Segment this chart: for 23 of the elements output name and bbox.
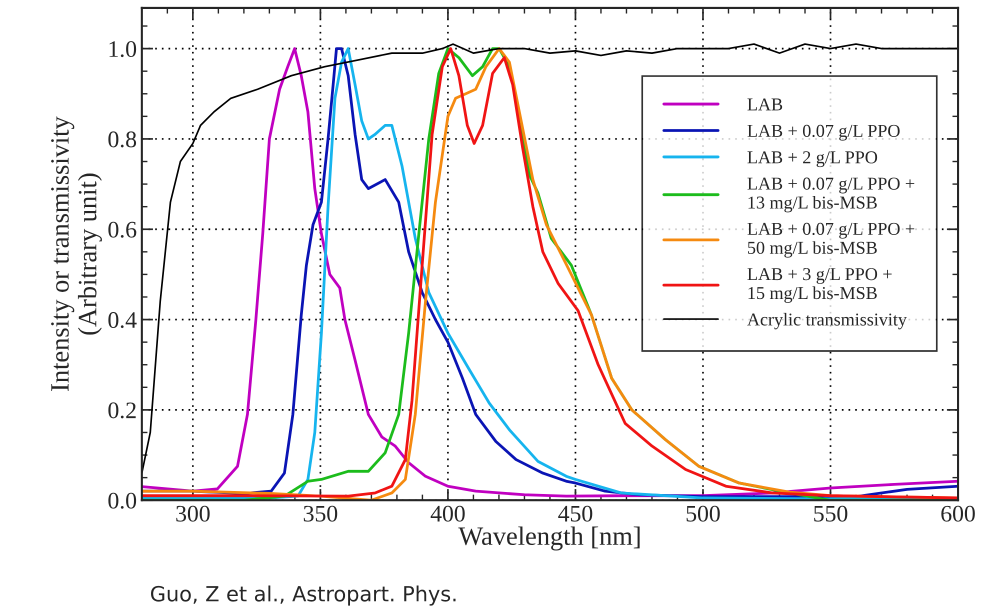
legend-label: LAB + 0.07 g/L PPO + 13 mg/L bis-MSB bbox=[747, 178, 914, 212]
x-tick-label: 550 bbox=[814, 506, 848, 522]
x-axis-title: Wavelength [nm] bbox=[458, 526, 640, 550]
y-axis-title: Intensity or transmissivity (Arbitrary unit) bbox=[51, 116, 102, 391]
legend-label: Acrylic transmissivity bbox=[747, 312, 907, 330]
legend-label: LAB + 0.07 g/L PPO bbox=[747, 124, 900, 141]
x-tick-label: 450 bbox=[558, 506, 592, 522]
x-tick-label: 500 bbox=[686, 506, 720, 522]
legend-label: LAB + 0.07 g/L PPO + 50 mg/L bis-MSB bbox=[747, 222, 914, 258]
x-tick-label: 400 bbox=[430, 506, 465, 522]
legend-label: LAB + 2 g/L PPO bbox=[747, 151, 878, 168]
text: Guo, Z et al., Astropart. Phys. bbox=[151, 585, 456, 606]
x-tick-label: 600 bbox=[941, 506, 975, 522]
y-tick-label: 0.4 bbox=[108, 312, 137, 328]
x-tick-label: 300 bbox=[176, 506, 210, 522]
y-tick-label: 1.0 bbox=[110, 41, 136, 58]
y-tick-label: 0.2 bbox=[108, 402, 136, 418]
legend-label: LAB bbox=[747, 98, 782, 110]
legend-label: LAB + 3 g/L PPO + 15 mg/L bis-MSB bbox=[747, 268, 892, 303]
y-tick-label: 0.6 bbox=[108, 222, 136, 238]
y-tick-label: 0.8 bbox=[108, 131, 136, 148]
x-tick-label: 350 bbox=[304, 506, 338, 522]
y-tick-label: 0.0 bbox=[108, 492, 136, 509]
